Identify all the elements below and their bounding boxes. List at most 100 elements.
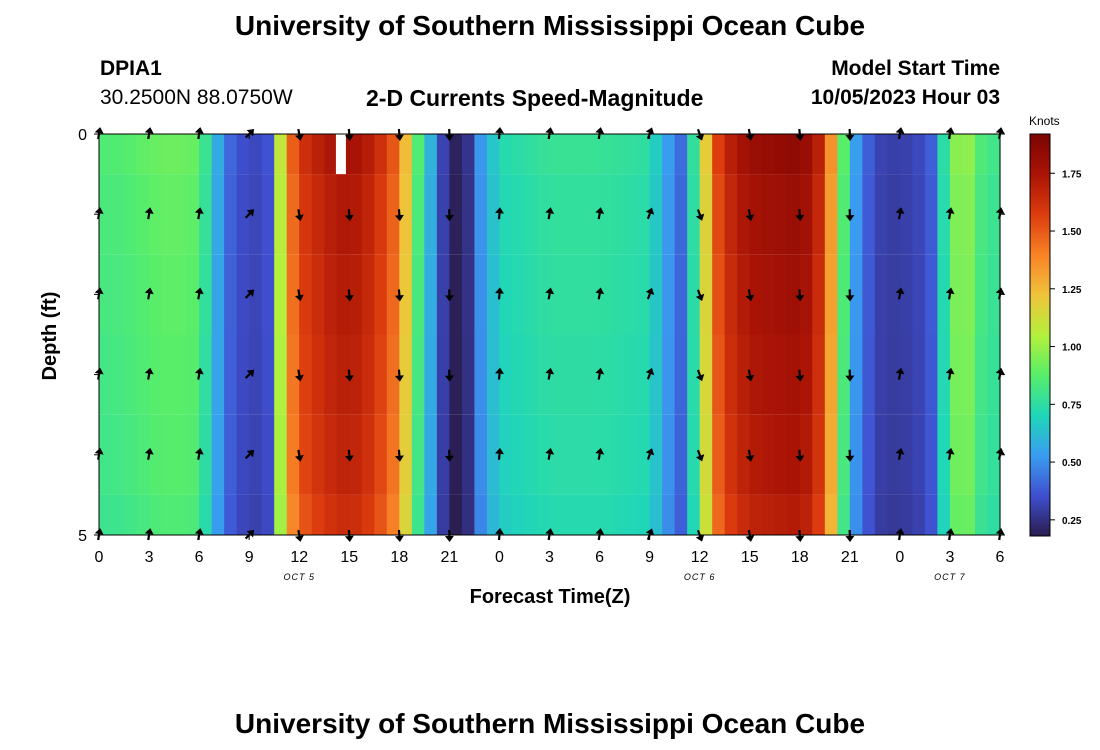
heatmap-cell: [361, 174, 375, 255]
arrow-head: [595, 207, 605, 214]
heatmap-cell: [812, 254, 826, 335]
heatmap-cell: [562, 494, 576, 535]
heatmap-cell: [937, 174, 951, 255]
x-axis-ticks: 0 3 6 9 12 15 18 21 0 3 6 9 12 15 18 21 0 3 6: [95, 134, 1005, 566]
arrow-head: [545, 207, 555, 214]
heatmap-cell: [949, 254, 964, 335]
current-arrow: [545, 367, 555, 380]
arrow-head: [495, 287, 505, 294]
heatmap-cell: [687, 134, 701, 175]
arrow-head: [545, 367, 555, 375]
heatmap-cell: [299, 414, 313, 495]
x-tick-label: 12: [691, 549, 709, 566]
heatmap-cell: [236, 334, 250, 415]
heatmap-cell: [587, 494, 601, 535]
arrow-head: [645, 207, 655, 215]
current-arrow: [294, 369, 304, 382]
colorbar-unit: Knots: [1029, 114, 1060, 128]
heatmap-cell: [499, 334, 513, 415]
current-arrow: [495, 367, 505, 380]
heatmap-cell: [987, 334, 1001, 415]
arrow-head: [745, 374, 755, 382]
current-arrow: [895, 367, 905, 380]
heatmap-cell: [987, 254, 1001, 335]
heatmap-cell: [324, 254, 338, 335]
current-arrow: [244, 530, 255, 540]
x-tick-label: 21: [440, 549, 458, 566]
arrow-head: [194, 447, 204, 455]
heatmap-cell: [862, 414, 876, 495]
heatmap-cell: [887, 414, 901, 495]
heatmap-cell: [899, 254, 913, 335]
current-arrow: [695, 209, 705, 221]
heatmap-cell: [386, 174, 400, 255]
arrow-head: [545, 447, 555, 455]
heatmap-cell: [824, 134, 838, 175]
arrow-head: [895, 207, 905, 214]
heatmap-cell: [186, 494, 200, 535]
current-arrow: [845, 449, 855, 462]
heatmap-cell: [887, 334, 901, 415]
heatmap-cell: [174, 494, 188, 535]
arrow-head: [495, 447, 505, 455]
heatmap-cell: [486, 174, 501, 255]
heatmap-cell: [812, 414, 826, 495]
arrow-head: [645, 528, 655, 536]
heatmap-cell: [562, 414, 576, 495]
heatmap-cell: [687, 254, 701, 335]
colorbar-tick-label: 1.75: [1062, 169, 1082, 180]
current-arrow: [444, 289, 454, 302]
heatmap-cell: [399, 254, 413, 335]
arrow-head: [595, 287, 605, 295]
heatmap-cell: [199, 174, 213, 255]
current-arrow: [294, 449, 304, 462]
heatmap-cell: [787, 334, 801, 415]
heatmap-cell: [949, 334, 964, 415]
current-arrow: [895, 447, 905, 460]
heatmap-cell: [99, 334, 113, 415]
heatmap-cell: [236, 174, 250, 255]
arrow-head: [795, 455, 805, 462]
arrow-head: [194, 367, 204, 375]
current-arrow: [745, 289, 755, 302]
heatmap-cell: [787, 134, 801, 175]
heatmap-cell: [474, 334, 488, 415]
heatmap-cell: [474, 494, 488, 535]
heatmap-cell: [449, 334, 463, 415]
arrow-head: [344, 214, 354, 222]
x-tick-label: 6: [996, 549, 1005, 566]
heatmap-cell: [837, 494, 851, 535]
heatmap-cell: [299, 134, 313, 175]
heatmap-cell: [511, 174, 526, 255]
heatmap-cell: [436, 134, 450, 175]
heatmap-cell: [587, 334, 601, 415]
heatmap-cell: [612, 134, 626, 175]
heatmap-cell: [361, 134, 375, 175]
arrow-head: [294, 214, 304, 222]
heatmap-cell: [424, 134, 438, 175]
heatmap-cell: [949, 494, 964, 535]
heatmap-cell: [899, 174, 913, 255]
arrow-head: [294, 374, 304, 382]
heatmap-cell: [224, 174, 238, 255]
heatmap-cell: [161, 334, 175, 415]
heatmap-cell: [199, 334, 213, 415]
heatmap-cell: [987, 494, 1001, 535]
heatmap-cell: [824, 254, 838, 335]
x-tick-label: 0: [495, 549, 504, 566]
heatmap-cell: [724, 334, 738, 415]
heatmap-cell: [774, 334, 788, 415]
current-arrow: [394, 449, 404, 462]
heatmap-cell: [224, 334, 238, 415]
arrow-head: [246, 129, 255, 137]
heatmap-cell: [662, 414, 676, 495]
heatmap-cell: [261, 494, 275, 535]
arrow-head: [845, 455, 855, 462]
heatmap-cell: [524, 134, 538, 175]
x-tick-label: 0: [95, 549, 104, 566]
heatmap-cell: [874, 334, 888, 415]
heatmap-cell: [774, 414, 788, 495]
heatmap-cell: [699, 334, 713, 415]
current-arrow: [795, 369, 805, 382]
arrow-head: [945, 207, 955, 214]
